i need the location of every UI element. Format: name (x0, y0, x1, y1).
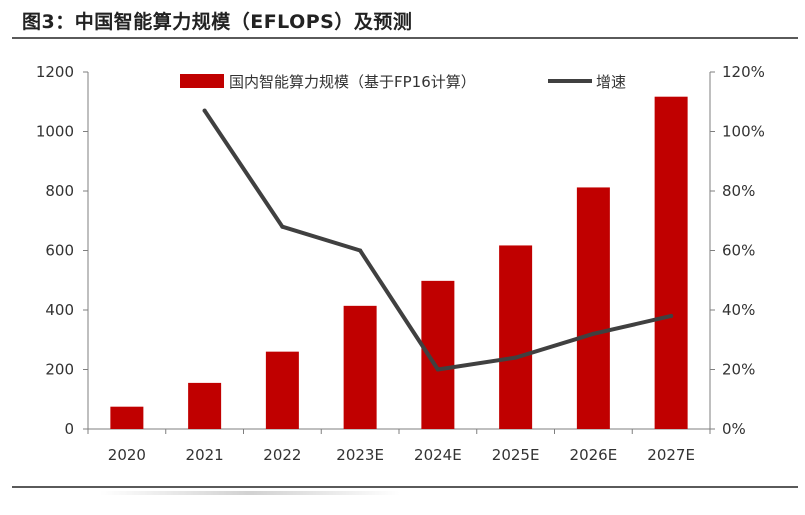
legend-line-label: 增速 (596, 73, 626, 91)
y-left-tick-label: 1200 (36, 63, 74, 81)
chart-axes: 0 0% 200 20% 400 40% 600 60% 800 80% 1000 100% 1200 1… (36, 63, 765, 464)
x-tick-label: 2020 (108, 446, 146, 464)
y-left-tick-label: 1000 (36, 123, 74, 141)
y-right-tick-label: 60% (722, 242, 755, 260)
bar (576, 187, 610, 429)
y-left-tick-label: 600 (45, 242, 74, 260)
figure-title: 图3：中国智能算力规模（EFLOPS）及预测 (22, 11, 413, 33)
bar-series (110, 96, 688, 429)
x-tick-label: 2025E (492, 446, 540, 464)
line-point (358, 248, 363, 253)
chart-legend: 国内智能算力规模（基于FP16计算） 增速 (180, 73, 626, 91)
bar (499, 245, 533, 429)
y-left-tick-label: 400 (45, 301, 74, 319)
y-left-tick-label: 0 (64, 420, 74, 438)
y-right-tick-label: 0% (722, 420, 746, 438)
x-tick-label: 2023E (336, 446, 384, 464)
y-right-tick-label: 20% (722, 361, 755, 379)
line-point (435, 367, 440, 372)
x-tick-label: 2022 (263, 446, 301, 464)
line-point (591, 331, 596, 336)
y-right-tick-label: 40% (722, 301, 755, 319)
y-right-tick-label: 120% (722, 63, 765, 81)
legend-bar-label: 国内智能算力规模（基于FP16计算） (229, 73, 476, 91)
line-series (202, 108, 674, 372)
line-point (202, 108, 207, 113)
x-tick-label: 2026E (570, 446, 618, 464)
bar (343, 305, 377, 429)
y-left-tick-label: 800 (45, 182, 74, 200)
bar (110, 406, 144, 429)
y-left-tick-label: 200 (45, 361, 74, 379)
footer-rule (12, 486, 798, 488)
line-point (513, 355, 518, 360)
line-point (669, 313, 674, 318)
y-right-tick-label: 80% (722, 182, 755, 200)
bar (265, 351, 299, 429)
bar (188, 382, 222, 429)
bar (654, 96, 688, 429)
y-right-tick-label: 100% (722, 123, 765, 141)
x-tick-label: 2027E (647, 446, 695, 464)
x-tick-label: 2021 (186, 446, 224, 464)
footer-shadow (100, 491, 400, 495)
x-tick-label: 2024E (414, 446, 462, 464)
title-rule (12, 37, 798, 39)
line-point (280, 224, 285, 229)
legend-bar-swatch (180, 74, 224, 88)
